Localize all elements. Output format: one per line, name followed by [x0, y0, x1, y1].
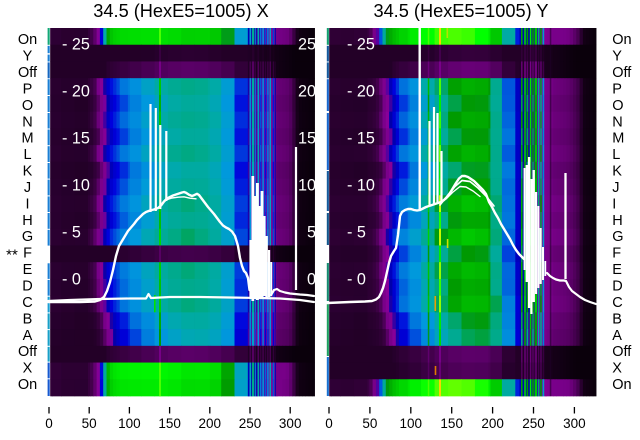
svg-text:10: 10 [298, 177, 316, 195]
svg-text:H: H [612, 213, 622, 229]
svg-text:**: ** [6, 247, 18, 264]
svg-text:K: K [612, 164, 622, 180]
svg-text:0: 0 [325, 416, 333, 431]
svg-text:J: J [612, 180, 619, 196]
svg-text:P: P [23, 82, 33, 98]
svg-text:L: L [612, 147, 620, 163]
svg-text:A: A [23, 328, 33, 344]
svg-text:B: B [612, 311, 622, 327]
svg-text:E: E [612, 262, 622, 278]
svg-text:- 0: - 0 [347, 271, 366, 289]
svg-text:- 5: - 5 [347, 224, 366, 242]
svg-text:On: On [18, 32, 37, 48]
svg-text:L: L [23, 147, 31, 163]
svg-text:5: 5 [307, 224, 316, 242]
svg-text:34.5 (HexE5=1005) X: 34.5 (HexE5=1005) X [93, 1, 268, 21]
svg-text:N: N [22, 114, 32, 130]
svg-text:X: X [612, 361, 622, 377]
svg-text:G: G [22, 229, 33, 245]
svg-text:H: H [22, 213, 32, 229]
svg-text:20: 20 [298, 83, 316, 101]
svg-text:50: 50 [362, 416, 377, 431]
svg-text:G: G [612, 229, 623, 245]
svg-text:D: D [22, 279, 32, 295]
svg-text:300: 300 [279, 416, 302, 431]
svg-text:Y: Y [23, 49, 33, 65]
svg-text:B: B [23, 311, 33, 327]
svg-text:K: K [23, 164, 33, 180]
svg-text:0: 0 [45, 416, 53, 431]
svg-text:300: 300 [563, 416, 586, 431]
svg-text:- 20: - 20 [62, 83, 90, 101]
svg-text:- 5: - 5 [62, 224, 81, 242]
svg-text:C: C [22, 295, 32, 311]
svg-text:O: O [22, 98, 33, 114]
svg-text:Y: Y [612, 49, 622, 65]
svg-text:Off: Off [18, 344, 38, 360]
svg-text:34.5 (HexE5=1005) Y: 34.5 (HexE5=1005) Y [373, 1, 548, 21]
svg-text:Off: Off [18, 65, 38, 81]
svg-text:N: N [612, 114, 622, 130]
svg-text:200: 200 [199, 416, 222, 431]
svg-text:C: C [612, 295, 622, 311]
svg-text:I: I [25, 196, 29, 212]
svg-text:O: O [612, 98, 623, 114]
svg-text:200: 200 [481, 416, 504, 431]
svg-text:P: P [612, 82, 622, 98]
svg-text:150: 150 [158, 416, 181, 431]
svg-text:- 25: - 25 [347, 36, 375, 54]
svg-text:- 10: - 10 [62, 177, 90, 195]
svg-text:A: A [612, 328, 622, 344]
svg-text:100: 100 [118, 416, 141, 431]
svg-text:Off: Off [612, 65, 632, 81]
svg-text:250: 250 [239, 416, 262, 431]
svg-text:- 15: - 15 [62, 130, 90, 148]
svg-text:100: 100 [400, 416, 423, 431]
svg-text:25: 25 [298, 36, 316, 54]
svg-text:150: 150 [440, 416, 463, 431]
svg-text:On: On [612, 32, 631, 48]
svg-text:- 0: - 0 [62, 271, 81, 289]
svg-text:M: M [21, 131, 33, 147]
svg-text:On: On [612, 377, 631, 393]
svg-text:Off: Off [612, 344, 632, 360]
svg-text:M: M [612, 131, 624, 147]
svg-text:15: 15 [298, 130, 316, 148]
svg-text:0: 0 [307, 271, 316, 289]
svg-text:250: 250 [522, 416, 545, 431]
svg-text:- 10: - 10 [347, 177, 375, 195]
svg-text:50: 50 [82, 416, 97, 431]
svg-text:E: E [23, 262, 33, 278]
svg-text:X: X [23, 361, 33, 377]
svg-text:On: On [18, 377, 37, 393]
svg-text:- 25: - 25 [62, 36, 90, 54]
svg-text:F: F [23, 246, 32, 262]
svg-text:J: J [24, 180, 31, 196]
svg-text:I: I [612, 196, 616, 212]
svg-text:D: D [612, 279, 622, 295]
svg-text:F: F [612, 246, 621, 262]
svg-text:- 20: - 20 [347, 83, 375, 101]
svg-text:- 15: - 15 [347, 130, 375, 148]
